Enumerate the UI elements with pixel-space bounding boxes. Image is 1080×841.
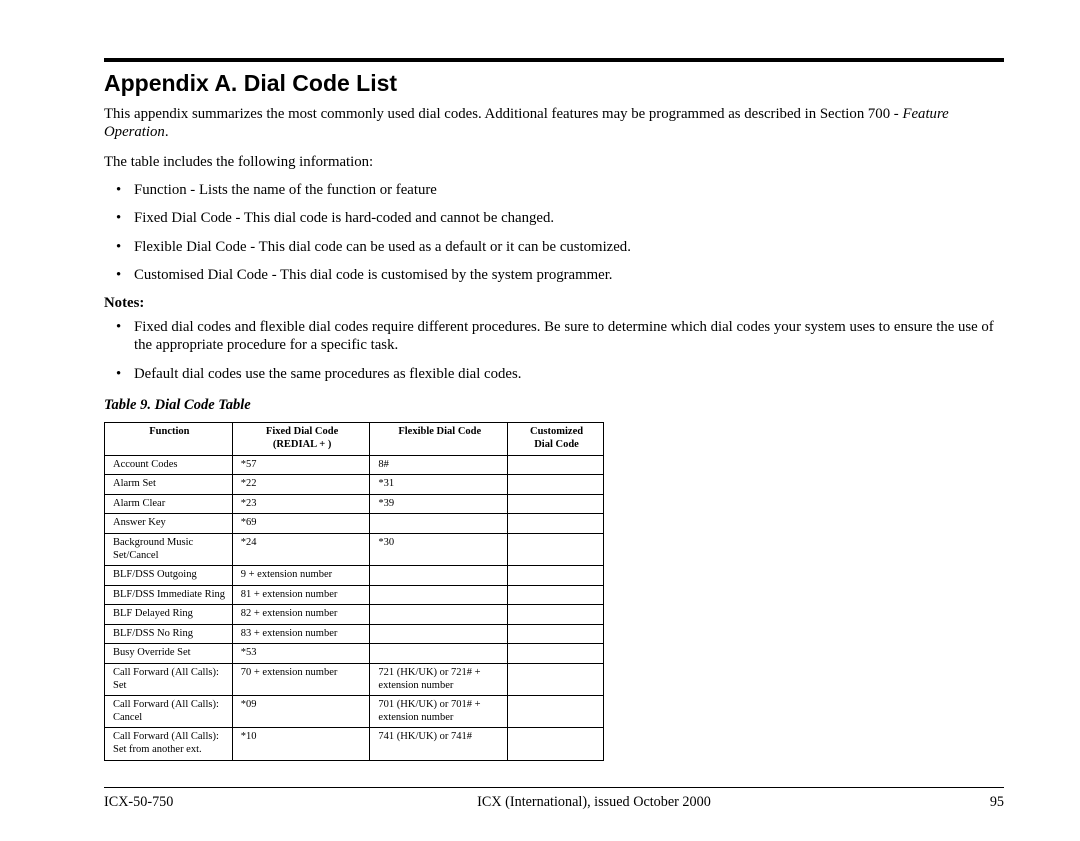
list-item: Flexible Dial Code - This dial code can … <box>116 238 1004 256</box>
table-cell: *57 <box>232 455 370 475</box>
table-cell <box>370 566 508 586</box>
document-page: Appendix A. Dial Code List This appendix… <box>0 0 1080 841</box>
table-row: Answer Key*69 <box>105 514 604 534</box>
table-cell: 83 + extension number <box>232 624 370 644</box>
table-row: Call Forward (All Calls): Set from anoth… <box>105 728 604 760</box>
table-cell <box>508 455 604 475</box>
table-cell <box>370 624 508 644</box>
table-row: Alarm Clear*23*39 <box>105 494 604 514</box>
top-rule <box>104 58 1004 62</box>
table-cell <box>508 514 604 534</box>
table-cell: Background Music Set/Cancel <box>105 533 233 565</box>
table-row: Background Music Set/Cancel*24*30 <box>105 533 604 565</box>
table-cell: 8# <box>370 455 508 475</box>
table-cell: BLF/DSS No Ring <box>105 624 233 644</box>
table-cell: *22 <box>232 475 370 495</box>
table-cell <box>370 605 508 625</box>
intro-paragraph: This appendix summarizes the most common… <box>104 105 1004 142</box>
bullet-list-2: Fixed dial codes and flexible dial codes… <box>104 318 1004 383</box>
table-cell <box>508 475 604 495</box>
table-cell: 721 (HK/UK) or 721# + extension number <box>370 664 508 696</box>
intro-text: This appendix summarizes the most common… <box>104 106 902 122</box>
footer-center: ICX (International), issued October 2000 <box>224 794 964 811</box>
table-cell <box>370 585 508 605</box>
footer: ICX-50-750 ICX (International), issued O… <box>104 787 1004 811</box>
table-row: Call Forward (All Calls): Cancel*09701 (… <box>105 696 604 728</box>
table-cell: Call Forward (All Calls): Set from anoth… <box>105 728 233 760</box>
table-row: Call Forward (All Calls): Set70 + extens… <box>105 664 604 696</box>
table-cell: BLF/DSS Immediate Ring <box>105 585 233 605</box>
col-cust-l2: Dial Code <box>534 439 579 450</box>
table-cell: Alarm Clear <box>105 494 233 514</box>
table-row: BLF Delayed Ring82 + extension number <box>105 605 604 625</box>
table-cell: *31 <box>370 475 508 495</box>
table-row: BLF/DSS Immediate Ring81 + extension num… <box>105 585 604 605</box>
table-row: Account Codes*578# <box>105 455 604 475</box>
table-cell: Answer Key <box>105 514 233 534</box>
info-line: The table includes the following informa… <box>104 154 1004 171</box>
table-cell <box>370 514 508 534</box>
table-cell <box>508 644 604 664</box>
page-title: Appendix A. Dial Code List <box>104 70 1004 97</box>
col-cust: Customized Dial Code <box>508 423 604 455</box>
table-cell: 82 + extension number <box>232 605 370 625</box>
list-item: Customised Dial Code - This dial code is… <box>116 266 1004 284</box>
table-cell: 9 + extension number <box>232 566 370 586</box>
table-cell: 701 (HK/UK) or 701# + extension number <box>370 696 508 728</box>
table-cell <box>508 696 604 728</box>
table-cell: *53 <box>232 644 370 664</box>
table-cell: Call Forward (All Calls): Set <box>105 664 233 696</box>
bullet-list-1: Function - Lists the name of the functio… <box>104 181 1004 285</box>
col-fixed-l2: (REDIAL + ) <box>273 439 332 450</box>
table-cell: *09 <box>232 696 370 728</box>
table-cell <box>370 644 508 664</box>
table-body: Account Codes*578#Alarm Set*22*31Alarm C… <box>105 455 604 760</box>
table-cell: Busy Override Set <box>105 644 233 664</box>
col-cust-l1: Customized <box>530 426 583 437</box>
table-header-row: Function Fixed Dial Code (REDIAL + ) Fle… <box>105 423 604 455</box>
table-cell <box>508 664 604 696</box>
table-cell: *30 <box>370 533 508 565</box>
footer-right: 95 <box>964 794 1004 811</box>
table-row: Busy Override Set*53 <box>105 644 604 664</box>
dial-code-table: Function Fixed Dial Code (REDIAL + ) Fle… <box>104 422 604 760</box>
table-cell: BLF/DSS Outgoing <box>105 566 233 586</box>
table-caption: Table 9. Dial Code Table <box>104 397 1004 414</box>
table-row: Alarm Set*22*31 <box>105 475 604 495</box>
notes-label: Notes: <box>104 295 1004 312</box>
table-cell: *24 <box>232 533 370 565</box>
col-fixed-l1: Fixed Dial Code <box>266 426 338 437</box>
table-cell: 70 + extension number <box>232 664 370 696</box>
col-function: Function <box>105 423 233 455</box>
table-cell: *23 <box>232 494 370 514</box>
table-cell <box>508 494 604 514</box>
list-item: Function - Lists the name of the functio… <box>116 181 1004 199</box>
table-cell: Call Forward (All Calls): Cancel <box>105 696 233 728</box>
footer-left: ICX-50-750 <box>104 794 224 811</box>
table-cell: *10 <box>232 728 370 760</box>
table-cell: 81 + extension number <box>232 585 370 605</box>
table-cell <box>508 605 604 625</box>
list-item: Default dial codes use the same procedur… <box>116 365 1004 383</box>
table-cell: BLF Delayed Ring <box>105 605 233 625</box>
table-cell <box>508 624 604 644</box>
table-row: BLF/DSS No Ring83 + extension number <box>105 624 604 644</box>
table-cell: *39 <box>370 494 508 514</box>
table-cell: Account Codes <box>105 455 233 475</box>
table-cell: *69 <box>232 514 370 534</box>
table-cell: 741 (HK/UK) or 741# <box>370 728 508 760</box>
col-flex: Flexible Dial Code <box>370 423 508 455</box>
table-cell: Alarm Set <box>105 475 233 495</box>
col-fixed: Fixed Dial Code (REDIAL + ) <box>232 423 370 455</box>
table-row: BLF/DSS Outgoing9 + extension number <box>105 566 604 586</box>
table-cell <box>508 566 604 586</box>
list-item: Fixed Dial Code - This dial code is hard… <box>116 209 1004 227</box>
list-item: Fixed dial codes and flexible dial codes… <box>116 318 1004 355</box>
table-cell <box>508 585 604 605</box>
intro-period: . <box>165 124 169 140</box>
table-cell <box>508 728 604 760</box>
table-cell <box>508 533 604 565</box>
